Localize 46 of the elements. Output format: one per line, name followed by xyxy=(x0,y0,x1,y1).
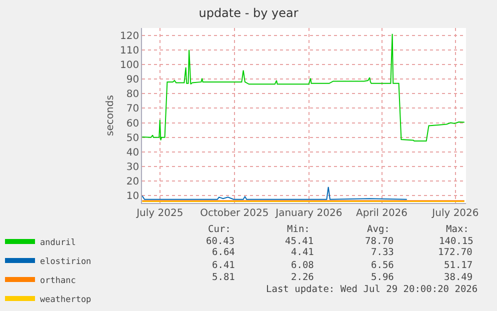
y-tick-label: 40 xyxy=(126,147,140,158)
line-series xyxy=(142,186,408,200)
text: 5.81 xyxy=(212,272,236,283)
text: 6.64 xyxy=(212,247,236,258)
x-tick-label: July 2025 xyxy=(136,208,184,219)
legend-label: elostirion xyxy=(40,256,92,267)
text: 7.33 xyxy=(371,247,394,258)
legend-label: orthanc xyxy=(40,276,76,286)
y-tick-label: 10 xyxy=(126,191,140,202)
legend-label: weathertop xyxy=(40,294,92,305)
x-tick-label: April 2026 xyxy=(356,208,408,219)
y-tick-label: 90 xyxy=(126,74,140,86)
text: 6.41 xyxy=(212,260,236,271)
y-axis-title: seconds xyxy=(105,95,116,136)
text: 4.41 xyxy=(291,247,314,258)
y-tick-label: 120 xyxy=(120,30,140,42)
x-tick-label: July 2026 xyxy=(431,208,479,219)
text: 172.70 xyxy=(438,247,473,258)
text: 38.49 xyxy=(444,272,473,283)
y-tick-label: 110 xyxy=(120,45,140,56)
text: 2.26 xyxy=(291,272,314,283)
text: Min: xyxy=(287,224,310,235)
text: Cur: xyxy=(208,224,231,235)
x-tick-label: January 2026 xyxy=(274,208,342,219)
text: 60.43 xyxy=(206,236,235,247)
y-tick-label: 70 xyxy=(126,104,140,115)
y-tick-label: 60 xyxy=(126,118,140,130)
text: 6.56 xyxy=(371,260,394,271)
y-tick-label: 30 xyxy=(126,162,140,174)
y-tick-label: 80 xyxy=(126,89,140,100)
text: 140.15 xyxy=(439,236,474,247)
x-tick-label: October 2025 xyxy=(200,208,269,219)
y-tick-label: 100 xyxy=(120,60,140,71)
text: 5.96 xyxy=(371,272,394,283)
chart-title: update - by year xyxy=(198,6,298,20)
text: 78.70 xyxy=(365,236,394,247)
text: 51.17 xyxy=(444,260,473,271)
line-series xyxy=(142,33,465,142)
text: Max: xyxy=(446,224,469,235)
text: Avg: xyxy=(367,224,390,235)
text: 45.41 xyxy=(285,236,314,247)
text: Last update: Wed Jul 29 20:00:20 2026 xyxy=(266,284,478,295)
legend-label: anduril xyxy=(40,238,76,248)
y-tick-label: 20 xyxy=(126,176,140,188)
y-tick-label: 50 xyxy=(126,132,140,144)
text: 6.08 xyxy=(291,260,314,271)
